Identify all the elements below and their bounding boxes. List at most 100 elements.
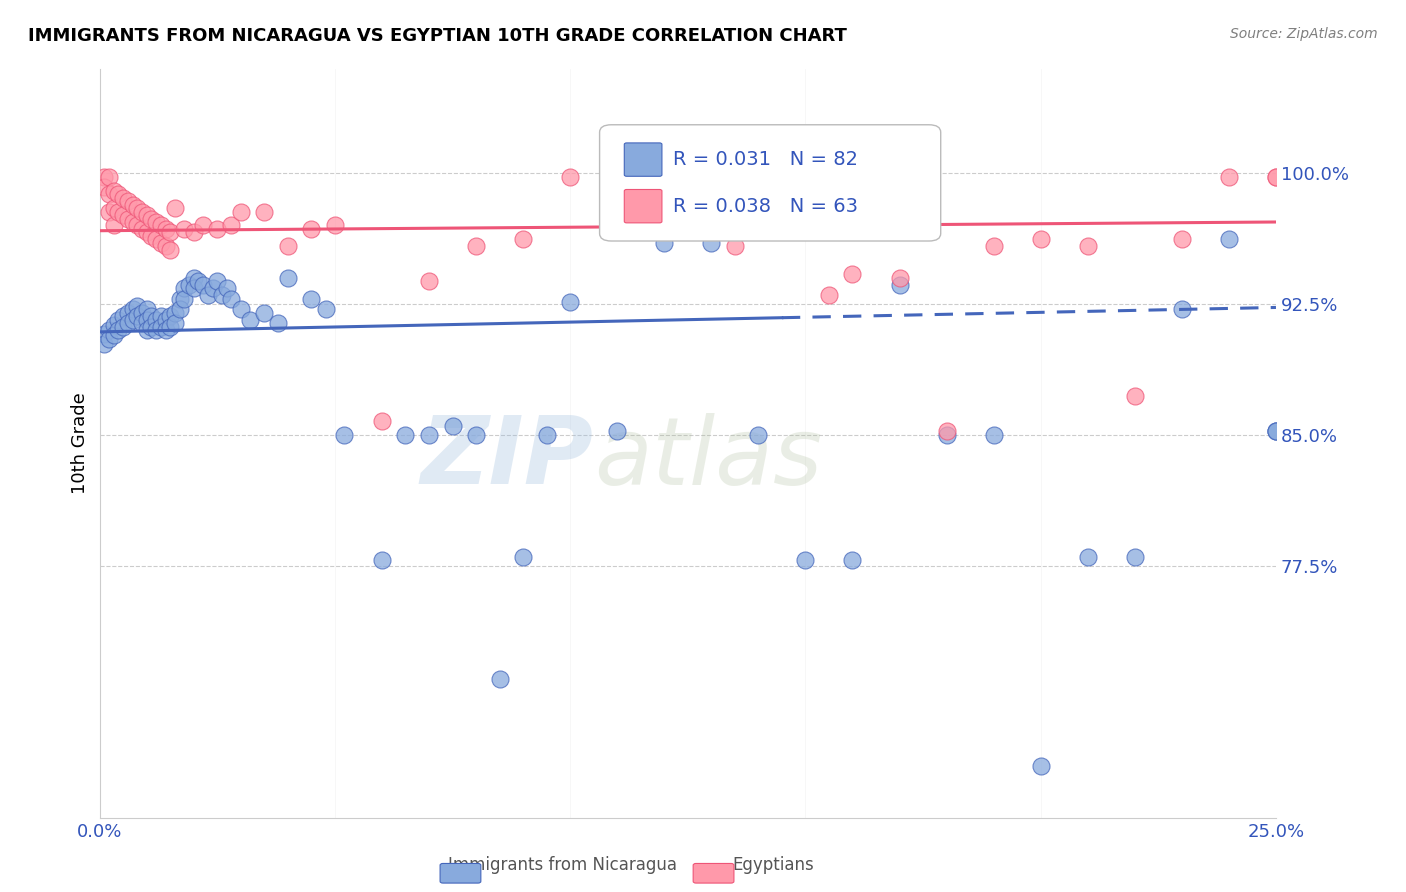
Point: [177, 277, 200, 292]
Point: [141, 211, 163, 226]
Point: [149, 309, 172, 323]
Point: [536, 427, 558, 442]
Point: [173, 281, 195, 295]
Point: [418, 274, 440, 288]
Point: [652, 169, 675, 184]
FancyBboxPatch shape: [599, 125, 941, 241]
Point: [169, 292, 191, 306]
Point: [121, 312, 143, 326]
Point: [149, 219, 172, 233]
Point: [1029, 759, 1052, 773]
Point: [159, 309, 181, 323]
Point: [1077, 549, 1099, 564]
Point: [983, 239, 1005, 253]
Point: [159, 319, 181, 334]
Point: [98, 332, 121, 346]
Text: ZIP: ZIP: [420, 412, 593, 505]
Point: [135, 226, 157, 240]
Point: [239, 312, 262, 326]
Point: [93, 337, 115, 351]
Point: [183, 281, 205, 295]
Point: [253, 204, 276, 219]
Point: [131, 222, 153, 236]
Point: [1265, 169, 1288, 184]
Point: [267, 316, 290, 330]
Point: [841, 553, 863, 567]
Point: [93, 169, 115, 184]
Point: [127, 201, 149, 215]
Point: [98, 187, 121, 202]
Point: [155, 222, 177, 236]
Point: [149, 235, 172, 250]
Point: [163, 201, 186, 215]
Point: [794, 553, 817, 567]
Point: [173, 222, 195, 236]
Point: [183, 226, 205, 240]
Point: [145, 323, 167, 337]
Point: [112, 309, 135, 323]
Point: [163, 306, 186, 320]
Point: [173, 292, 195, 306]
Point: [560, 169, 582, 184]
Point: [1123, 549, 1146, 564]
Point: [107, 204, 129, 219]
Point: [159, 226, 181, 240]
Point: [131, 306, 153, 320]
Point: [117, 306, 139, 320]
Point: [103, 318, 125, 332]
Point: [103, 184, 125, 198]
Point: [299, 292, 322, 306]
Point: [117, 194, 139, 208]
Point: [465, 427, 488, 442]
Text: R = 0.031   N = 82: R = 0.031 N = 82: [672, 150, 858, 169]
Point: [394, 427, 416, 442]
Point: [121, 215, 143, 229]
Point: [371, 553, 394, 567]
Point: [215, 281, 238, 295]
Point: [107, 187, 129, 202]
Point: [155, 312, 177, 326]
Point: [277, 270, 299, 285]
Point: [488, 672, 510, 686]
Point: [747, 427, 769, 442]
Point: [983, 427, 1005, 442]
Point: [935, 427, 957, 442]
Point: [889, 277, 911, 292]
Point: [207, 222, 229, 236]
Point: [98, 169, 121, 184]
Point: [747, 222, 769, 236]
Point: [277, 239, 299, 253]
Text: IMMIGRANTS FROM NICARAGUA VS EGYPTIAN 10TH GRADE CORRELATION CHART: IMMIGRANTS FROM NICARAGUA VS EGYPTIAN 10…: [28, 27, 846, 45]
Point: [221, 292, 243, 306]
Point: [1171, 232, 1194, 246]
Point: [1029, 232, 1052, 246]
Point: [201, 281, 224, 295]
Point: [1265, 424, 1288, 438]
Point: [1265, 169, 1288, 184]
Point: [1123, 389, 1146, 403]
Point: [112, 191, 135, 205]
Point: [155, 323, 177, 337]
Text: Source: ZipAtlas.com: Source: ZipAtlas.com: [1230, 27, 1378, 41]
Point: [169, 302, 191, 317]
Point: [141, 319, 163, 334]
Point: [652, 235, 675, 250]
Point: [183, 270, 205, 285]
FancyBboxPatch shape: [624, 189, 662, 223]
Point: [1265, 424, 1288, 438]
Point: [512, 549, 534, 564]
Point: [935, 424, 957, 438]
Point: [465, 239, 488, 253]
Point: [193, 277, 215, 292]
Point: [135, 323, 157, 337]
Point: [121, 302, 143, 317]
Point: [107, 312, 129, 326]
Point: [371, 414, 394, 428]
Point: [229, 204, 252, 219]
Point: [103, 201, 125, 215]
Text: R = 0.038   N = 63: R = 0.038 N = 63: [672, 196, 858, 216]
Point: [1218, 169, 1240, 184]
Point: [159, 243, 181, 257]
Point: [418, 427, 440, 442]
Point: [193, 219, 215, 233]
